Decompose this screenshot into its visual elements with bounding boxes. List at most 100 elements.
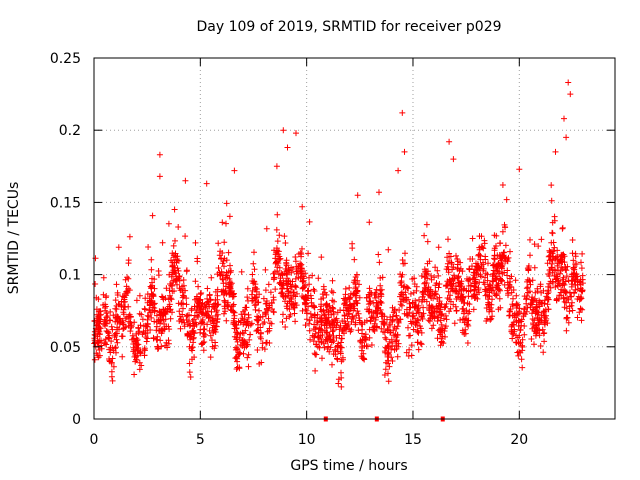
data-point	[251, 249, 257, 256]
data-point	[262, 310, 269, 317]
data-point	[395, 343, 402, 350]
data-point	[315, 275, 322, 282]
data-point	[282, 266, 289, 272]
data-point	[305, 250, 312, 257]
data-point	[579, 287, 586, 293]
data-point	[521, 305, 528, 312]
data-point	[169, 282, 176, 289]
data-point	[399, 302, 405, 309]
data-point	[537, 343, 544, 349]
data-point	[259, 313, 266, 320]
data-point	[115, 315, 122, 322]
data-point	[259, 340, 266, 347]
data-point	[578, 295, 585, 302]
data-point	[445, 288, 452, 295]
data-point	[465, 277, 472, 284]
data-point	[488, 315, 495, 322]
data-point	[485, 260, 491, 267]
data-point	[191, 303, 198, 310]
data-point	[309, 302, 316, 309]
data-point	[115, 244, 122, 251]
data-point	[197, 329, 204, 336]
data-point	[387, 321, 394, 328]
data-point	[252, 286, 259, 293]
data-point	[154, 343, 161, 350]
data-point	[358, 321, 365, 328]
data-point	[151, 308, 158, 315]
data-point	[319, 355, 325, 362]
data-point	[223, 271, 230, 277]
data-point	[430, 322, 437, 329]
data-point	[339, 327, 345, 334]
data-point	[212, 339, 219, 346]
data-point	[436, 281, 443, 287]
data-point	[348, 318, 355, 325]
data-point	[478, 233, 485, 240]
data-point	[325, 343, 332, 350]
data-point	[443, 300, 450, 307]
data-point	[224, 274, 231, 281]
data-point	[356, 281, 362, 288]
data-point	[299, 245, 305, 252]
data-point	[578, 265, 585, 272]
data-point	[316, 338, 323, 345]
data-point	[198, 341, 205, 348]
data-point	[151, 300, 158, 307]
data-point	[479, 244, 486, 251]
data-point	[420, 304, 427, 311]
data-point	[302, 322, 309, 329]
data-point	[395, 167, 402, 174]
data-point	[462, 326, 469, 333]
data-point	[144, 312, 151, 319]
data-point	[568, 278, 575, 285]
data-point	[292, 254, 299, 260]
data-point	[206, 314, 213, 321]
data-point	[200, 340, 206, 346]
data-point	[504, 272, 511, 279]
data-point	[154, 336, 161, 343]
data-point	[136, 328, 143, 335]
data-point	[375, 304, 382, 311]
data-point	[423, 221, 430, 228]
data-point	[337, 322, 344, 329]
data-point	[288, 284, 295, 290]
data-point	[351, 256, 358, 263]
data-point	[532, 332, 539, 339]
data-point	[288, 269, 295, 276]
data-point	[515, 352, 522, 359]
data-point	[509, 335, 516, 342]
data-point	[232, 355, 239, 362]
data-point	[239, 343, 246, 349]
data-point	[536, 316, 543, 323]
data-point	[330, 351, 337, 357]
data-point	[136, 292, 143, 299]
data-point	[528, 336, 535, 342]
data-point	[437, 304, 444, 311]
data-point	[128, 322, 134, 329]
data-point	[318, 254, 325, 261]
data-point	[405, 296, 411, 303]
data-point	[491, 256, 498, 263]
data-point	[571, 270, 578, 276]
data-point	[233, 325, 239, 332]
data-point	[508, 289, 515, 296]
data-point	[545, 287, 552, 294]
data-point	[355, 327, 362, 334]
data-point	[508, 273, 515, 280]
data-point	[396, 307, 403, 313]
data-point	[95, 308, 102, 315]
data-point	[377, 282, 384, 289]
data-point	[541, 330, 548, 336]
data-point	[434, 305, 441, 312]
data-point	[329, 328, 336, 335]
data-point	[133, 297, 140, 304]
data-point	[337, 344, 344, 351]
data-point	[438, 339, 445, 346]
data-point	[293, 130, 299, 137]
data-point	[166, 287, 173, 294]
data-point	[419, 296, 426, 303]
data-point	[156, 151, 163, 158]
data-point	[495, 260, 502, 267]
data-point	[110, 312, 117, 319]
data-point	[541, 308, 548, 315]
